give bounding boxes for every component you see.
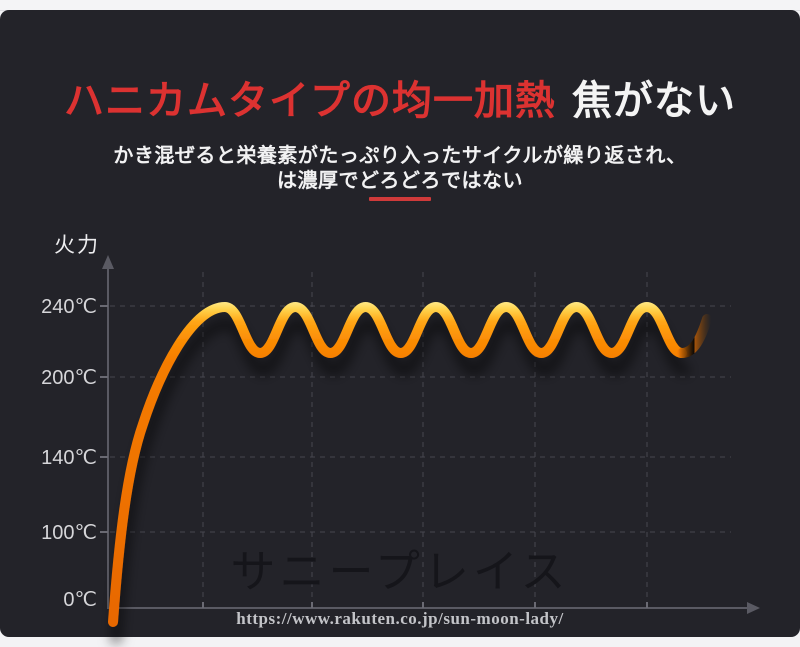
title-red-part: ハニカムタイプの均一加熱	[64, 79, 556, 123]
red-divider	[369, 197, 431, 201]
title-white-part: 焦がない	[572, 79, 736, 123]
y-axis-label: 火力	[54, 234, 100, 257]
y-tick-label: 240℃	[41, 296, 97, 318]
y-tick-label: 140℃	[41, 447, 97, 469]
subtitle: かき混ぜると栄養素がたっぷり入ったサイクルが繰り返され、 は濃厚でどろどろではな…	[0, 144, 800, 194]
subtitle-line1: かき混ぜると栄養素がたっぷり入ったサイクルが繰り返され、	[113, 145, 687, 167]
footer-url: https://www.rakuten.co.jp/sun-moon-lady/	[236, 609, 564, 628]
heating-curve	[108, 302, 712, 627]
y-tick-labels: 240℃ 200℃ 140℃ 100℃ 0℃	[24, 0, 97, 647]
y-tick-label: 100℃	[41, 522, 97, 544]
page-title: ハニカムタイプの均一加熱 焦がない	[0, 68, 800, 126]
y-tick-label: 200℃	[41, 367, 97, 389]
axes	[100, 255, 760, 614]
subtitle-line2: は濃厚でどろどろではない	[277, 170, 523, 192]
watermark-text: サニープレイス	[230, 547, 570, 597]
y-tick-label: 0℃	[63, 589, 97, 611]
